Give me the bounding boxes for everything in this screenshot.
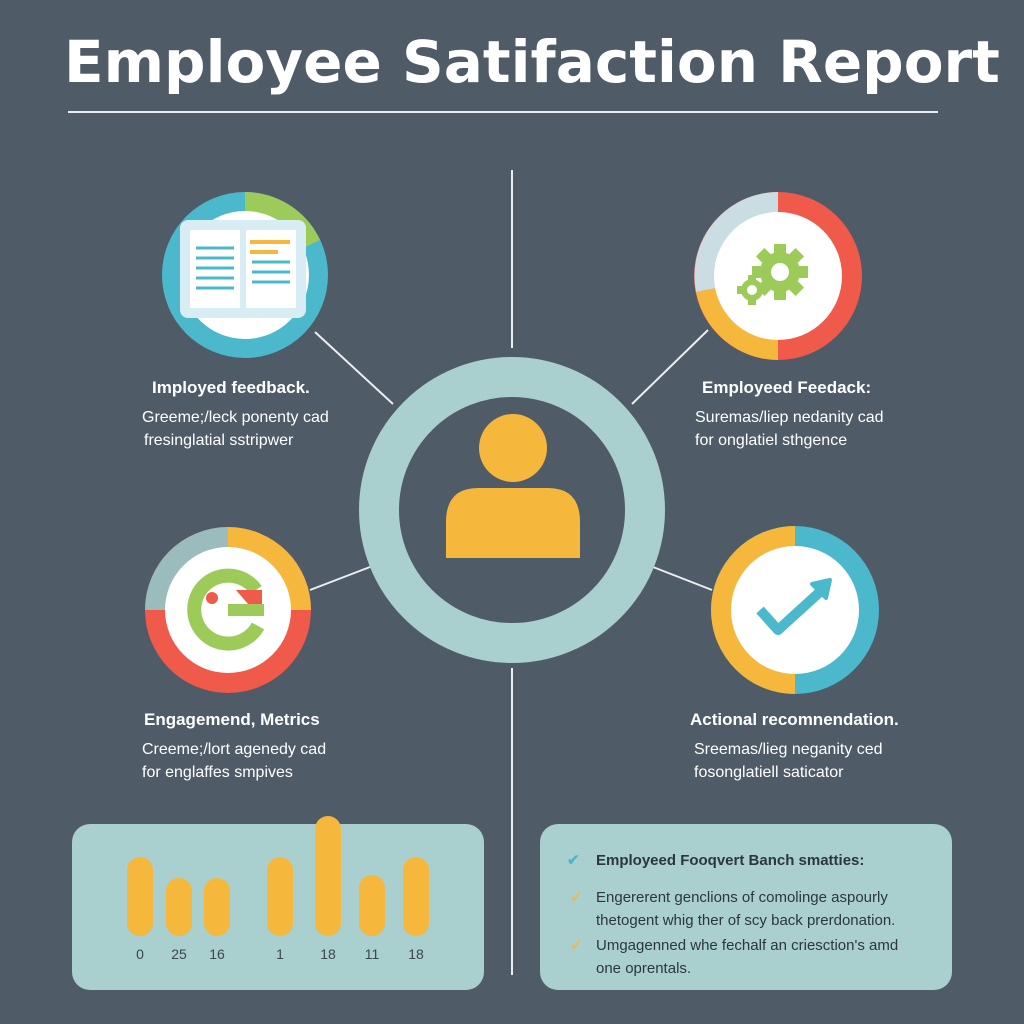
bar: [127, 857, 153, 936]
g-logo-icon: [187, 568, 265, 651]
section-line: Creeme;/lort agenedy cad: [142, 741, 327, 758]
section-bottom-right: Actional recomnendation. Sreemas/lieg ne…: [690, 710, 899, 784]
bar: [315, 816, 341, 936]
bar-label: 16: [209, 946, 225, 962]
trend-check-icon-node: [711, 526, 879, 694]
section-line: fresinglatial sstripwer: [144, 432, 294, 449]
section-line: for englaffes smpives: [142, 764, 293, 781]
bar: [204, 878, 230, 936]
gear-icon-node: [694, 192, 862, 360]
bar-label: 18: [320, 946, 336, 962]
trend-check-icon: [756, 578, 832, 635]
bar-label: 11: [364, 946, 380, 962]
gear-icon: [737, 244, 808, 305]
section-top-left: Imployed feedback. Greeme;/leck ponenty …: [142, 378, 329, 452]
bar-label: 18: [408, 946, 424, 962]
section-line: for onglatiel sthgence: [695, 432, 848, 449]
connector-top-right: [631, 329, 709, 405]
document-icon: [180, 220, 306, 318]
page-title: Employee Satifaction Report: [64, 28, 1000, 96]
g-logo-icon-node: [145, 527, 311, 693]
check-icon: ✓: [570, 889, 583, 906]
bar-label: 0: [136, 946, 144, 962]
recommendation-line: Umgagenned whe fechalf an criesction's a…: [596, 937, 899, 954]
bar-label: 25: [171, 946, 187, 962]
bar: [359, 875, 385, 936]
section-line: Sreemas/lieg neganity ced: [694, 741, 883, 758]
connector-bottom-right: [652, 566, 713, 591]
bar: [267, 857, 293, 936]
hub-ring: [359, 357, 665, 663]
section-title: Imployed feedback.: [152, 378, 310, 397]
bar-label: 1: [276, 946, 284, 962]
title-divider: [68, 111, 938, 113]
check-icon: ✔: [567, 852, 580, 869]
recommendation-item: Umgagenned whe fechalf an criesction's a…: [596, 934, 898, 980]
section-line: Greeme;/leck ponenty cad: [142, 409, 329, 426]
section-line: Suremas/liep nedanity cad: [695, 409, 884, 426]
recommendation-line: one oprentals.: [596, 960, 692, 977]
connector-top-left: [314, 331, 394, 405]
section-title: Employeed Feedack:: [702, 378, 872, 397]
check-icon: ✓: [570, 937, 583, 954]
bar: [403, 857, 429, 936]
bar: [166, 878, 192, 936]
recommendation-line: Engererent genclions of comolinge aspour…: [596, 889, 888, 906]
section-title: Engagemend, Metrics: [144, 710, 320, 729]
section-bottom-left: Engagemend, Metrics Creeme;/lort agenedy…: [142, 710, 327, 784]
recommendation-item: Engererent genclions of comolinge aspour…: [596, 886, 895, 932]
recommendations-panel: [540, 824, 952, 990]
section-top-right: Employeed Feedack: Suremas/liep nedanity…: [695, 378, 884, 452]
recommendation-line: thetogent whig ther of scy back prerdona…: [596, 912, 896, 929]
person-icon: [446, 414, 580, 558]
connector-bottom-left: [309, 566, 371, 591]
section-title: Actional recomnendation.: [690, 710, 899, 729]
recommendations-heading: Employeed Fooqvert Banch smatties:: [596, 852, 865, 869]
section-line: fosonglatiell saticator: [694, 764, 844, 781]
document-icon-node: [162, 192, 328, 358]
